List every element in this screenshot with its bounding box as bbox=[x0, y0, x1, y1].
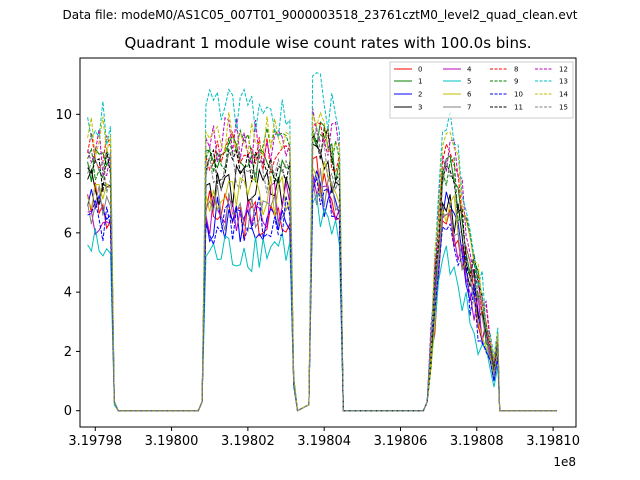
y-tick-label: 10 bbox=[55, 108, 72, 123]
y-tick-label: 0 bbox=[64, 404, 72, 419]
series-line-10 bbox=[87, 177, 557, 412]
series-line-15 bbox=[87, 126, 557, 412]
y-tick-label: 8 bbox=[64, 167, 72, 182]
series-line-0 bbox=[87, 155, 557, 412]
x-tick-label: 3.19810 bbox=[526, 434, 580, 449]
x-tick-label: 3.19806 bbox=[374, 434, 428, 449]
legend-label-14: 14 bbox=[559, 91, 568, 99]
x-offset-label: 1e8 bbox=[553, 455, 576, 469]
x-tick-label: 3.19802 bbox=[221, 434, 275, 449]
x-tick-label: 3.19804 bbox=[297, 434, 351, 449]
legend-label-8: 8 bbox=[514, 66, 518, 74]
series-line-11 bbox=[87, 126, 557, 412]
legend-frame bbox=[389, 61, 574, 119]
legend-label-7: 7 bbox=[467, 104, 471, 112]
chart-title: Quadrant 1 module wise count rates with … bbox=[124, 34, 532, 52]
series-line-7 bbox=[87, 167, 557, 412]
y-tick-label: 6 bbox=[64, 226, 72, 241]
series-line-12 bbox=[87, 108, 557, 412]
series-layer bbox=[87, 72, 557, 412]
figure-suptitle: Data file: modeM0/AS1C05_007T01_90000035… bbox=[62, 8, 578, 22]
legend-label-4: 4 bbox=[467, 66, 472, 74]
series-line-14 bbox=[87, 111, 557, 412]
series-line-4 bbox=[87, 173, 557, 412]
legend-label-1: 1 bbox=[418, 78, 422, 86]
legend-label-6: 6 bbox=[467, 91, 472, 99]
legend-label-10: 10 bbox=[514, 91, 523, 99]
series-line-2 bbox=[87, 170, 557, 412]
legend-label-13: 13 bbox=[559, 78, 568, 86]
series-line-8 bbox=[87, 122, 557, 412]
x-tick-label: 3.19808 bbox=[450, 434, 504, 449]
legend-label-5: 5 bbox=[467, 78, 471, 86]
y-tick-label: 4 bbox=[64, 286, 72, 301]
legend-label-9: 9 bbox=[514, 78, 518, 86]
y-tick-label: 2 bbox=[64, 345, 72, 360]
x-tick-label: 3.19798 bbox=[68, 434, 122, 449]
legend-label-0: 0 bbox=[418, 66, 422, 74]
x-axis: 3.19798 3.19800 3.19802 3.19804 3.19806 3.198… bbox=[68, 427, 580, 449]
legend-label-12: 12 bbox=[559, 66, 568, 74]
legend-label-15: 15 bbox=[559, 104, 568, 112]
series-line-13 bbox=[87, 72, 557, 412]
x-tick-label: 3.19800 bbox=[145, 434, 199, 449]
legend-label-3: 3 bbox=[418, 104, 422, 112]
plot-frame bbox=[79, 57, 577, 428]
series-line-1 bbox=[87, 121, 557, 412]
legend-label-11: 11 bbox=[514, 104, 523, 112]
y-axis: 0 2 4 6 8 10 bbox=[55, 108, 80, 419]
series-line-5 bbox=[87, 192, 557, 412]
series-line-9 bbox=[87, 127, 557, 412]
legend-label-2: 2 bbox=[418, 91, 422, 99]
